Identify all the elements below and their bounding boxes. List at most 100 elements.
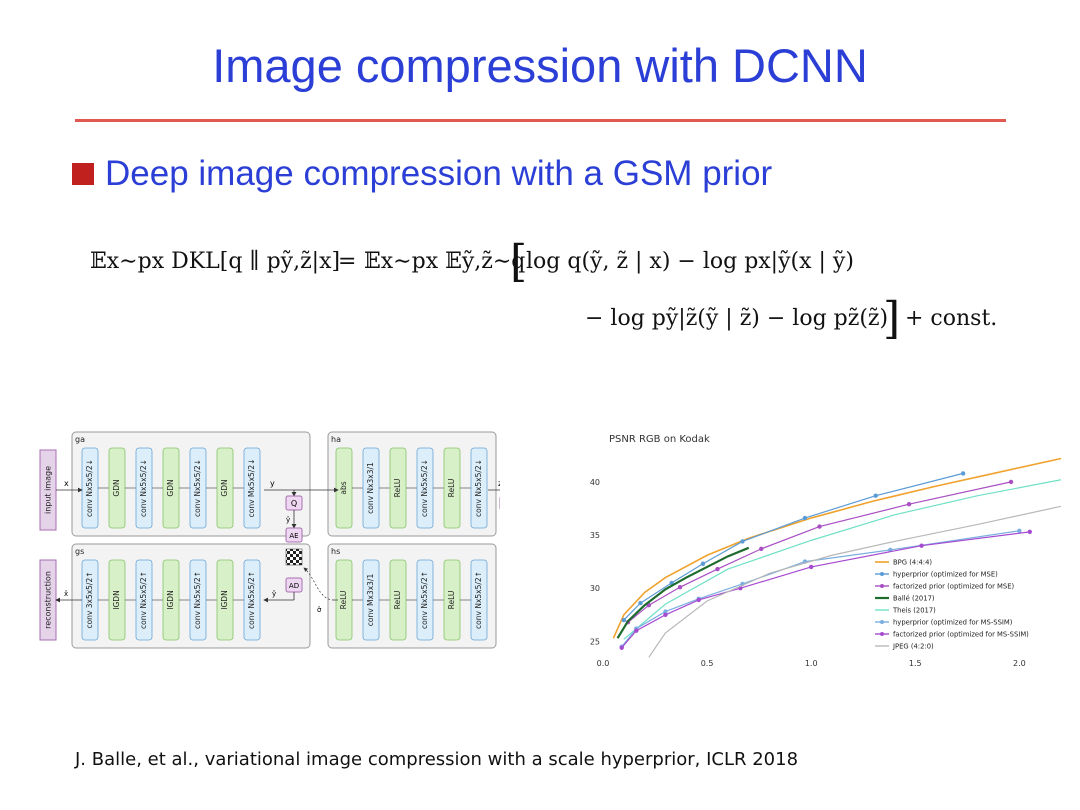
series-point-1 bbox=[873, 493, 878, 498]
series-line-4 bbox=[623, 479, 1062, 640]
op-ae-label: AE bbox=[289, 532, 298, 540]
y-tick-label: 25 bbox=[590, 637, 600, 646]
series-line-0 bbox=[612, 457, 1062, 639]
signal-y-hat: ŷ bbox=[272, 590, 276, 598]
ha-label: ha bbox=[331, 435, 341, 444]
gs-layer-label: conv Nx5x5/2↑ bbox=[193, 571, 202, 629]
series-point-2 bbox=[759, 546, 764, 552]
ga-layer-box bbox=[243, 447, 261, 529]
hs-layer-label: ReLU bbox=[447, 591, 456, 610]
series-line-3 bbox=[616, 546, 750, 639]
y-tick-label: 35 bbox=[590, 531, 600, 540]
series-line-5 bbox=[621, 530, 1020, 648]
legend-marker-6 bbox=[880, 632, 884, 636]
equation-lhs: 𝔼x∼px DKL[q ∥ pỹ,z̃|x] bbox=[90, 249, 341, 274]
equation-equals: = bbox=[338, 249, 357, 274]
ha-layer-label: abs bbox=[339, 481, 348, 494]
psnr-chart: PSNR RGB on Kodak 0.0 0.5 1.0 1.5 2.0 25 30 35 4… bbox=[590, 434, 1062, 668]
equation-right-bracket: ] bbox=[883, 293, 901, 344]
series-point-1 bbox=[802, 515, 808, 521]
citation: J. Balle, et al., variational image comp… bbox=[75, 749, 799, 770]
series-line-6 bbox=[621, 531, 1030, 649]
signal-x-hat: x̂ bbox=[64, 590, 68, 598]
y-tick-label: 40 bbox=[590, 478, 600, 487]
hs-label: hs bbox=[331, 547, 340, 556]
ha-layer-label: ReLU bbox=[447, 479, 456, 498]
series-point-1 bbox=[960, 471, 966, 476]
legend-marker-2 bbox=[880, 584, 884, 588]
series-point-6 bbox=[808, 564, 814, 570]
equation-rhs-line1: log q(ỹ, z̃ | x) − log px|ỹ(x | ỹ) bbox=[526, 249, 854, 274]
hs-layer-label: ReLU bbox=[339, 591, 348, 610]
hs-layer-label: conv Nx5x5/2↑ bbox=[420, 571, 429, 629]
series-line-2 bbox=[627, 481, 1012, 623]
x-tick-label: 0.5 bbox=[701, 659, 714, 668]
equation-const: + const. bbox=[905, 306, 998, 331]
series-point-2 bbox=[906, 502, 912, 507]
legend-label-4: Theis (2017) bbox=[892, 607, 936, 615]
legend-label-1: hyperprior (optimized for MSE) bbox=[893, 571, 998, 579]
architecture-diagram: ga gs ha hs input image reconstruction c… bbox=[39, 431, 500, 649]
ga-layer-label: GDN bbox=[220, 479, 229, 496]
series-line-7 bbox=[648, 505, 1062, 658]
gs-layer-label: IGDN bbox=[112, 590, 121, 609]
equation-expectation: 𝔼x∼px 𝔼ỹ,z̃∼q bbox=[364, 249, 526, 274]
hs-layer-label: ReLU bbox=[393, 591, 402, 610]
series-point-5 bbox=[1017, 528, 1022, 533]
gs-label: gs bbox=[75, 547, 84, 556]
ga-layer-label: conv Nx5x5/2↓ bbox=[139, 459, 148, 517]
ga-label: ga bbox=[75, 435, 85, 444]
gs-layer-label: conv 3x5x5/2↑ bbox=[85, 571, 94, 628]
series-point-2 bbox=[677, 584, 683, 590]
legend-label-5: hyperprior (optimized for MS-SSIM) bbox=[893, 619, 1013, 627]
ha-layer-label: ReLU bbox=[393, 479, 402, 498]
series-point-1 bbox=[638, 600, 643, 606]
ga-layer-label: conv Nx5x5/2↓ bbox=[193, 459, 202, 517]
arith-encoder-y bbox=[285, 527, 303, 543]
ga-layer-label: conv Mx5x5/2↓ bbox=[247, 459, 256, 518]
series-point-6 bbox=[663, 612, 668, 617]
chart-title: PSNR RGB on Kodak bbox=[609, 434, 710, 445]
signal-z: z bbox=[498, 479, 500, 488]
series-point-1 bbox=[700, 561, 706, 566]
ha-layer-label: conv Nx5x5/2↓ bbox=[420, 459, 429, 517]
op-q-label: Q bbox=[291, 499, 297, 508]
signal-y-tilde: ŷ bbox=[286, 516, 290, 524]
ha-layer-label: conv Nx5x5/2↓ bbox=[474, 459, 483, 517]
gs-layer-label: IGDN bbox=[220, 590, 229, 609]
title-divider bbox=[75, 119, 1006, 122]
x-tick-label: 0.0 bbox=[597, 659, 610, 668]
legend-label-7: JPEG (4:2:0) bbox=[892, 643, 934, 651]
hs-layer-box bbox=[470, 559, 488, 641]
series-point-2 bbox=[715, 566, 720, 572]
equation-left-bracket: [ bbox=[510, 236, 528, 287]
ga-layer-label: conv Nx5x5/2↓ bbox=[85, 459, 94, 517]
series-point-6 bbox=[696, 597, 701, 603]
op-ad-label: AD bbox=[289, 582, 299, 590]
ga-layer-label: GDN bbox=[112, 479, 121, 496]
slide-title: Image compression with DCNN bbox=[212, 39, 868, 92]
gs-layer-label: IGDN bbox=[166, 590, 175, 609]
signal-sigma: σ̂ bbox=[317, 606, 322, 614]
series-point-5 bbox=[663, 609, 668, 614]
hs-layer-label: conv Nx5x5/2↑ bbox=[474, 571, 483, 629]
series-point-6 bbox=[619, 645, 624, 650]
series-point-1 bbox=[621, 617, 627, 623]
bullet-text: Deep image compression with a GSM prior bbox=[105, 154, 773, 193]
series-point-6 bbox=[919, 543, 924, 548]
hs-layer-label: conv Mx3x3/1 bbox=[366, 574, 375, 627]
bitstream-icon bbox=[285, 548, 303, 566]
ha-layer-box bbox=[470, 447, 488, 529]
legend-label-0: BPG (4:4:4) bbox=[893, 559, 932, 567]
gs-layer-label: conv Nx5x5/2↑ bbox=[139, 571, 148, 629]
series-point-1 bbox=[740, 539, 745, 544]
gs-layer-box bbox=[243, 559, 261, 641]
reconstruction-label: reconstruction bbox=[44, 571, 53, 629]
equation-rhs-line2: − log pỹ|z̃(ỹ | z̃) − log pz̃(z̃) bbox=[585, 306, 889, 331]
legend-marker-5 bbox=[880, 620, 884, 624]
legend-label-3: Ballé (2017) bbox=[893, 595, 935, 603]
ha-layer-label: conv Nx3x3/1 bbox=[366, 462, 375, 514]
series-point-6 bbox=[634, 628, 639, 633]
x-tick-label: 1.0 bbox=[805, 659, 818, 668]
ga-layer-label: GDN bbox=[166, 479, 175, 496]
